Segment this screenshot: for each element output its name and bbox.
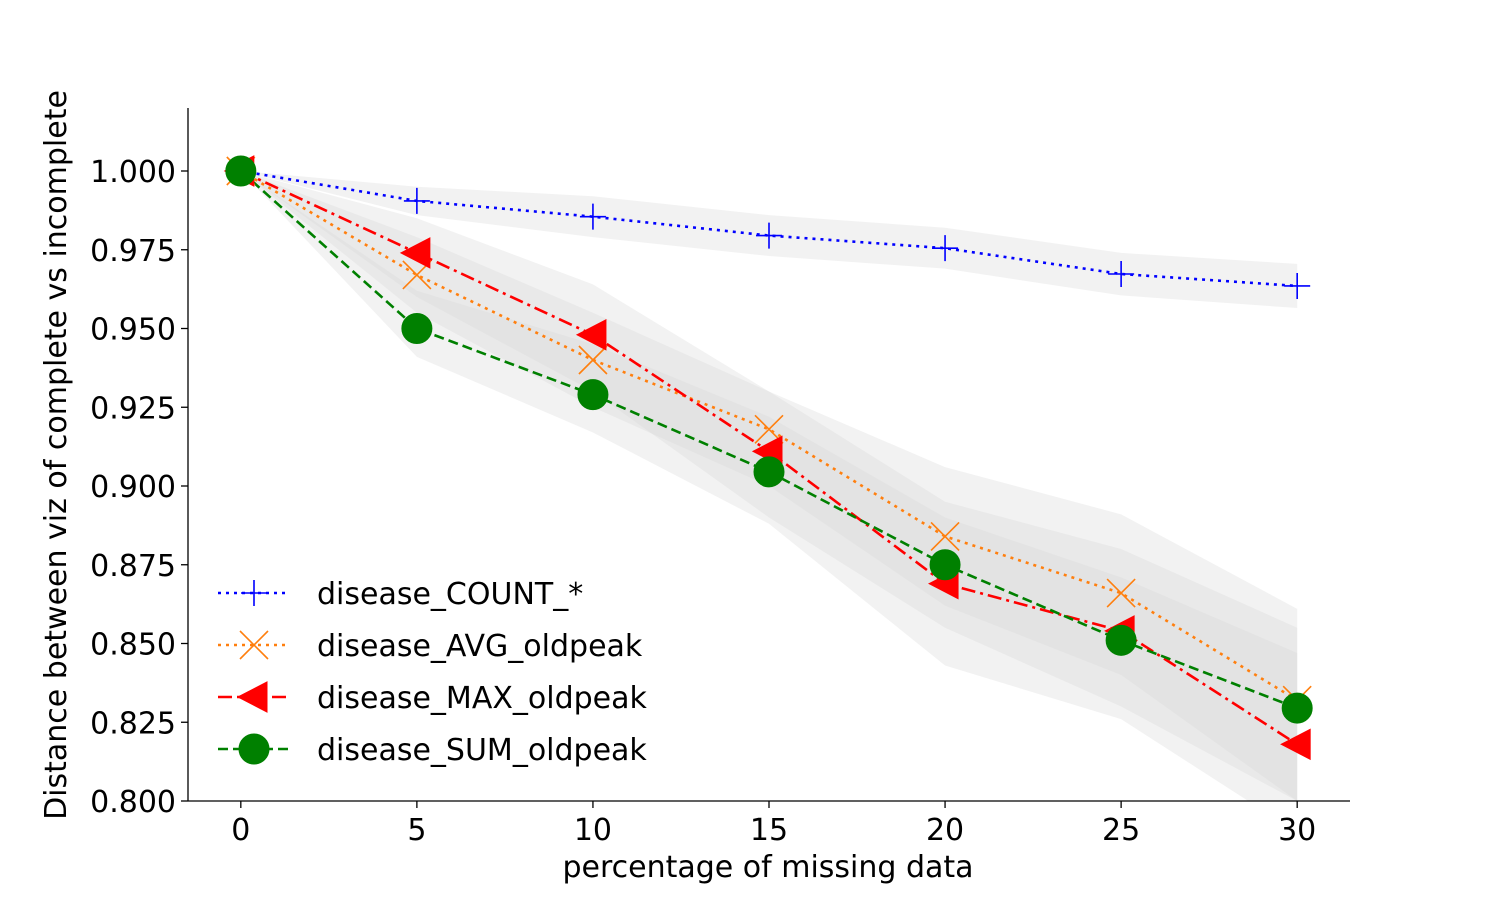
x-axis-label: percentage of missing data — [562, 850, 973, 885]
legend-item-disease-count: disease_COUNT_* — [218, 577, 583, 612]
point-disease-count-6 — [1284, 272, 1311, 299]
point-disease-max-oldpeak-1 — [399, 237, 431, 269]
legend-item-disease-max-oldpeak: disease_MAX_oldpeak — [218, 681, 648, 716]
y-axis-label: Distance between viz of complete vs inco… — [39, 90, 74, 820]
legend-label: disease_COUNT_* — [317, 577, 583, 612]
point-disease-sum-oldpeak-6 — [1281, 692, 1313, 724]
x-tick-label: 25 — [1102, 813, 1140, 848]
y-tick-label: 0.850 — [90, 628, 176, 663]
point-disease-count-2 — [579, 203, 606, 230]
legend: disease_COUNT_* disease_AVG_oldpeakdiseas… — [218, 577, 648, 768]
point-disease-count-4 — [932, 235, 959, 262]
legend-label: disease_SUM_oldpeak — [317, 733, 647, 768]
x-tick-label: 0 — [231, 813, 250, 848]
legend-item-disease-avg-oldpeak: disease_AVG_oldpeak — [218, 629, 643, 664]
point-disease-avg-oldpeak-2 — [578, 345, 608, 375]
y-tick-label: 0.950 — [90, 313, 176, 348]
x-tick-label: 20 — [926, 813, 964, 848]
point-disease-avg-oldpeak-5 — [1106, 578, 1136, 608]
point-disease-sum-oldpeak-1 — [401, 313, 433, 344]
x-tick-label: 10 — [574, 813, 612, 848]
x-tick-label: 15 — [750, 813, 788, 848]
legend-marker — [238, 733, 270, 765]
legend-label: disease_AVG_oldpeak — [317, 629, 643, 664]
point-disease-count-5 — [1108, 261, 1135, 288]
legend-marker — [241, 580, 267, 606]
point-disease-count-3 — [756, 222, 782, 249]
point-disease-max-oldpeak-2 — [575, 318, 607, 351]
point-disease-count-1 — [403, 187, 430, 214]
point-disease-max-oldpeak-6 — [1280, 728, 1311, 761]
y-tick-label: 0.825 — [90, 706, 176, 741]
y-tick-label: 0.800 — [90, 785, 176, 820]
y-tick-label: 0.875 — [90, 549, 176, 584]
legend-label: disease_MAX_oldpeak — [317, 681, 648, 716]
ticks: 0 5 10 15 20 25 30 0.800 0.825 0.850 0.875 0.900 0.9… — [90, 155, 1316, 848]
legend-marker — [239, 630, 269, 660]
y-tick-label: 0.975 — [90, 234, 176, 269]
y-tick-label: 0.925 — [90, 391, 176, 426]
point-disease-sum-oldpeak-4 — [929, 549, 961, 581]
y-tick-label: 0.900 — [90, 470, 176, 505]
x-tick-label: 5 — [407, 813, 426, 848]
point-disease-sum-oldpeak-5 — [1105, 624, 1137, 656]
y-tick-label: 1.000 — [90, 155, 176, 190]
point-disease-sum-oldpeak-2 — [577, 379, 609, 411]
point-disease-sum-oldpeak-0 — [225, 155, 257, 187]
point-disease-sum-oldpeak-3 — [753, 456, 785, 488]
series-markers — [223, 155, 1313, 761]
legend-marker — [236, 681, 268, 713]
legend-item-disease-sum-oldpeak: disease_SUM_oldpeak — [218, 733, 647, 768]
x-tick-label: 30 — [1278, 813, 1316, 848]
point-disease-avg-oldpeak-4 — [930, 521, 960, 551]
